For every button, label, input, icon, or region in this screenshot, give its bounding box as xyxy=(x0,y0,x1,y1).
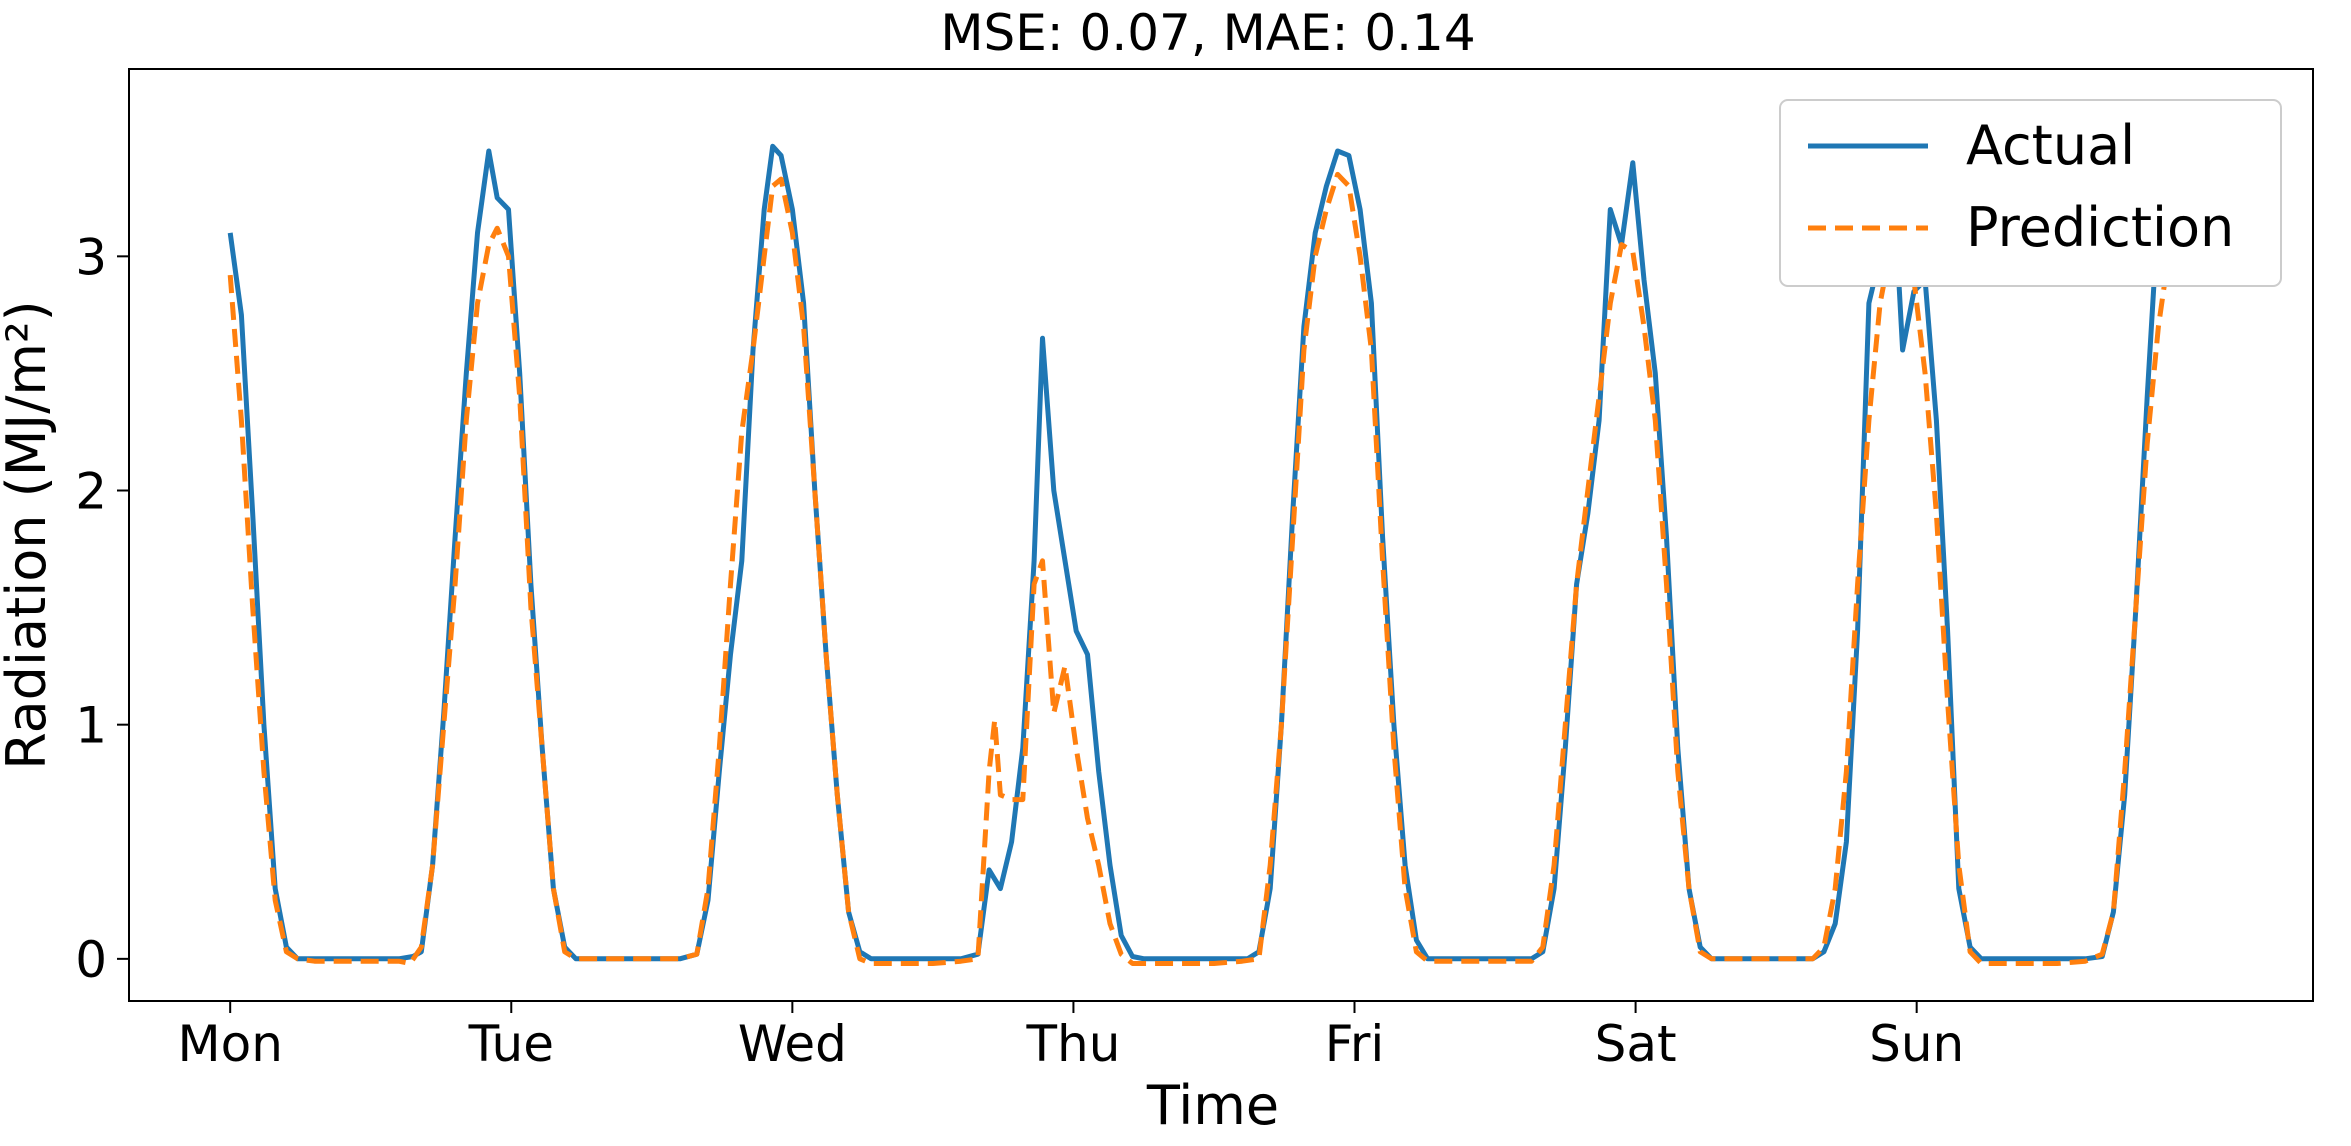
x-tick-label: Sun xyxy=(1869,1015,1964,1073)
legend: Actual Prediction xyxy=(1779,99,2282,287)
y-tick-label: 2 xyxy=(75,463,107,521)
y-tick-label: 0 xyxy=(75,931,107,989)
y-axis-ticks: 0 1 2 3 xyxy=(75,228,129,989)
x-tick-label: Fri xyxy=(1325,1015,1385,1073)
x-axis-label: Time xyxy=(1146,1074,1279,1137)
x-tick-label: Mon xyxy=(177,1015,282,1073)
x-tick-label: Wed xyxy=(738,1015,847,1073)
series-layer xyxy=(227,108,2184,966)
legend-label-actual: Actual xyxy=(1966,114,2135,177)
series-line-prediction xyxy=(227,171,2184,966)
y-tick-label: 1 xyxy=(75,697,107,755)
legend-label-prediction: Prediction xyxy=(1966,196,2234,259)
x-axis-ticks: Mon Tue Wed Thu Fri Sat Sun xyxy=(177,1001,1964,1073)
series-line-actual xyxy=(227,108,2181,962)
y-axis-label: Radiation (MJ/m²) xyxy=(0,300,58,770)
x-tick-label: Tue xyxy=(468,1015,554,1073)
x-tick-label: Thu xyxy=(1025,1015,1120,1073)
x-tick-label: Sat xyxy=(1595,1015,1677,1073)
y-tick-label: 3 xyxy=(75,228,107,286)
chart-title: MSE: 0.07, MAE: 0.14 xyxy=(940,4,1475,62)
